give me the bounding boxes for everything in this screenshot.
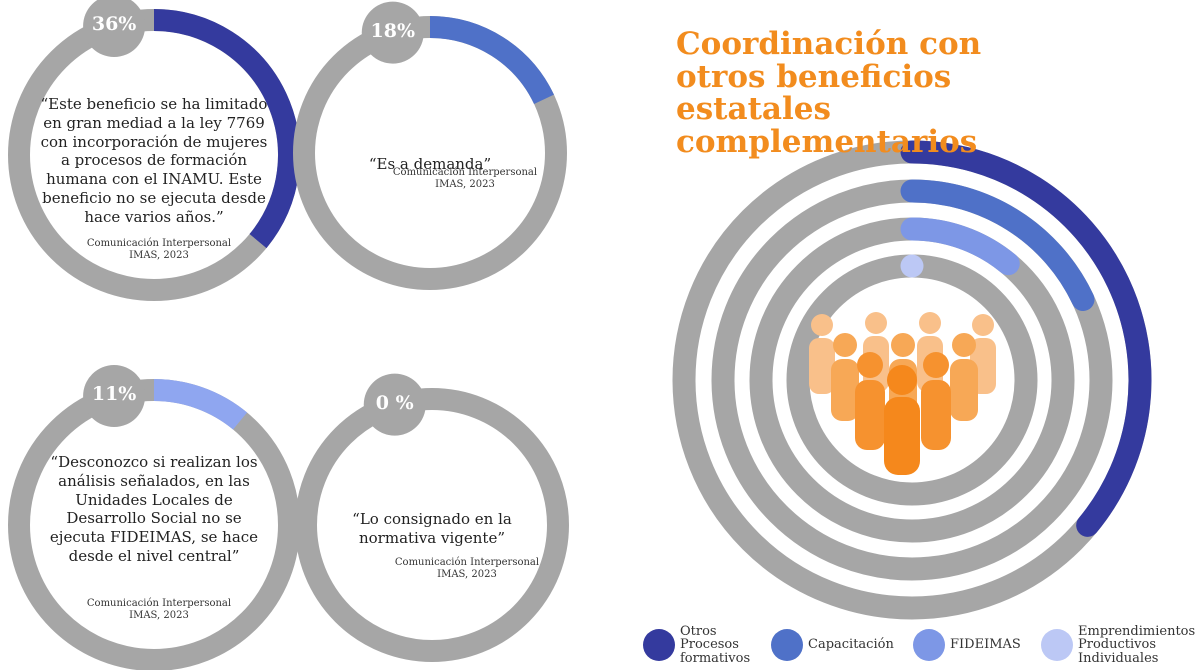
quote: “Desconozco si realizan los análisis señ… <box>49 453 259 565</box>
value-label: 36% <box>91 13 137 36</box>
value-badge <box>361 1 424 64</box>
legend-label: Capacitación <box>808 637 894 652</box>
gauge-arc <box>429 16 554 105</box>
ring-arc <box>900 179 1095 312</box>
legend-label: FIDEIMAS <box>950 637 1021 652</box>
legend-label: Otros Procesos formativos <box>680 623 751 666</box>
legend-swatch <box>1041 629 1073 661</box>
quote: “Lo consignado en la normativa vigente” <box>352 510 512 547</box>
gauge-arc <box>153 9 300 249</box>
quote: “Este beneficio se ha limitado en gran m… <box>40 95 268 226</box>
value-badge <box>83 0 146 58</box>
value-badge <box>83 365 146 428</box>
value-label: 0 % <box>375 391 414 414</box>
value-label: 11% <box>91 383 137 406</box>
legend-swatch <box>771 629 803 661</box>
source: Comunicación Interpersonal IMAS, 2023 <box>86 238 232 261</box>
legend-swatch <box>913 629 945 661</box>
legend-label: Emprendimientos Productivos Individuales <box>1078 623 1196 666</box>
gauge-track <box>295 388 569 662</box>
value-badge <box>363 373 426 436</box>
chart-title: Coordinación con otros beneficios estata… <box>676 26 982 160</box>
people-icon <box>809 312 996 475</box>
ring-arc <box>900 140 1152 537</box>
quote: “Es a demanda” <box>368 155 492 173</box>
gauge-arc <box>153 379 248 430</box>
source: Comunicación Interpersonal IMAS, 2023 <box>392 167 538 190</box>
legend-swatch <box>643 629 675 661</box>
value-label: 18% <box>370 19 416 42</box>
source: Comunicación Interpersonal IMAS, 2023 <box>86 598 232 621</box>
ring-arc <box>900 217 1020 276</box>
source: Comunicación Interpersonal IMAS, 2023 <box>394 557 540 580</box>
